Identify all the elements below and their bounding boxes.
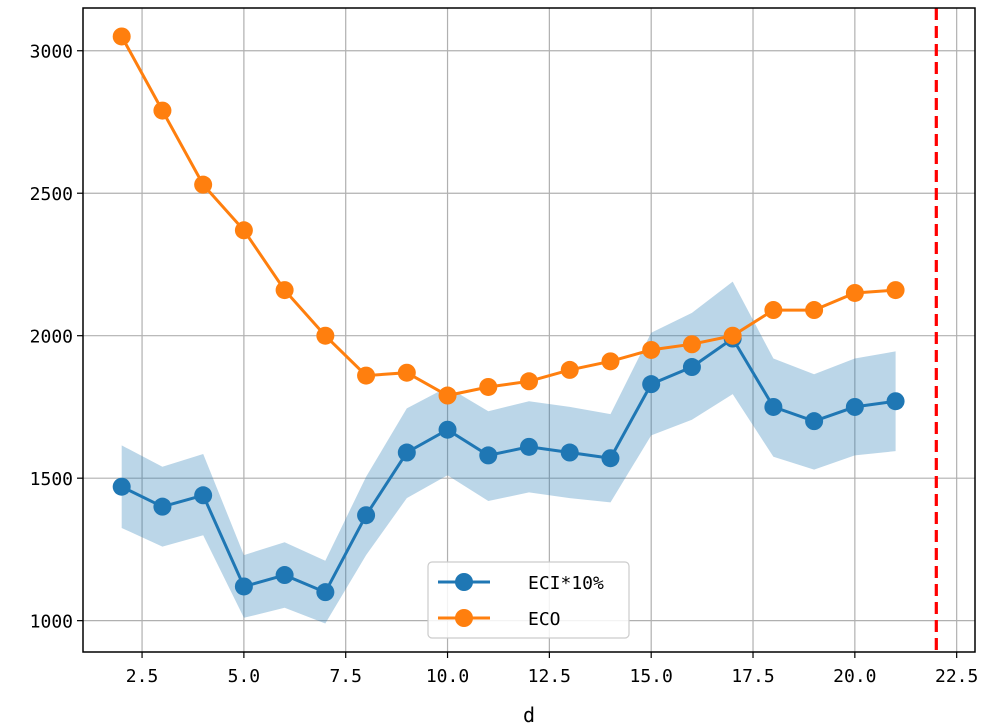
legend-label: ECO bbox=[528, 609, 561, 630]
data-point bbox=[642, 375, 661, 394]
legend: ECI*10% ECO bbox=[427, 561, 630, 639]
data-point bbox=[316, 583, 335, 602]
x-tick-label: 17.5 bbox=[731, 666, 774, 687]
data-point bbox=[194, 486, 213, 505]
x-tick-label: 7.5 bbox=[329, 666, 362, 687]
y-tick-label: 3000 bbox=[30, 42, 73, 63]
data-point bbox=[357, 506, 376, 525]
data-point bbox=[764, 397, 783, 416]
plot-background bbox=[83, 8, 975, 652]
data-point bbox=[723, 326, 742, 345]
data-point bbox=[479, 377, 498, 396]
data-point bbox=[234, 221, 253, 240]
data-point bbox=[275, 566, 294, 585]
data-point bbox=[234, 577, 253, 596]
x-tick-label: 5.0 bbox=[228, 666, 261, 687]
data-point bbox=[805, 412, 824, 431]
data-point bbox=[479, 446, 498, 465]
data-point bbox=[886, 281, 905, 300]
data-point bbox=[520, 437, 538, 456]
x-tick-label: 2.5 bbox=[126, 666, 159, 687]
legend-marker bbox=[455, 609, 473, 627]
data-point bbox=[397, 363, 416, 382]
x-tick-label: 22.5 bbox=[935, 666, 978, 687]
plot-frame bbox=[82, 7, 976, 653]
y-tick-label: 1000 bbox=[30, 612, 73, 633]
y-ticks: 1000 1500 2000 2500 3000 bbox=[30, 42, 83, 633]
data-point bbox=[153, 101, 172, 120]
data-point bbox=[805, 301, 824, 320]
x-tick-label: 15.0 bbox=[630, 666, 673, 687]
y-tick-label: 2500 bbox=[30, 184, 73, 205]
data-point bbox=[642, 340, 661, 359]
data-point bbox=[682, 335, 701, 354]
y-tick-label: 2000 bbox=[30, 327, 73, 348]
data-point bbox=[438, 420, 457, 439]
data-point bbox=[194, 175, 213, 194]
data-point bbox=[601, 352, 620, 371]
x-tick-label: 20.0 bbox=[833, 666, 876, 687]
x-tick-label: 12.5 bbox=[528, 666, 571, 687]
series bbox=[112, 27, 905, 405]
legend-marker bbox=[455, 573, 473, 591]
data-point bbox=[357, 366, 376, 385]
data-point bbox=[275, 281, 294, 300]
data-point bbox=[682, 358, 701, 377]
x-axis-label: d bbox=[523, 703, 535, 725]
data-point bbox=[764, 301, 783, 320]
y-tick-label: 1500 bbox=[30, 469, 73, 490]
data-point bbox=[153, 497, 172, 516]
data-point bbox=[520, 372, 538, 391]
data-point bbox=[845, 283, 864, 302]
x-ticks: 2.5 5.0 7.5 10.0 12.5 15.0 17.5 20.0 22.5 bbox=[126, 652, 978, 687]
data-point bbox=[112, 27, 131, 46]
data-point bbox=[601, 449, 620, 468]
data-point bbox=[845, 397, 864, 416]
legend-label: ECI*10% bbox=[528, 573, 604, 594]
data-point bbox=[560, 443, 579, 462]
data-point bbox=[560, 360, 579, 379]
data-point bbox=[397, 443, 416, 462]
data-point bbox=[438, 386, 457, 405]
data-point bbox=[112, 477, 131, 496]
x-tick-label: 10.0 bbox=[426, 666, 469, 687]
data-point bbox=[886, 392, 905, 411]
series-layer bbox=[112, 27, 905, 602]
data-point bbox=[316, 326, 335, 345]
